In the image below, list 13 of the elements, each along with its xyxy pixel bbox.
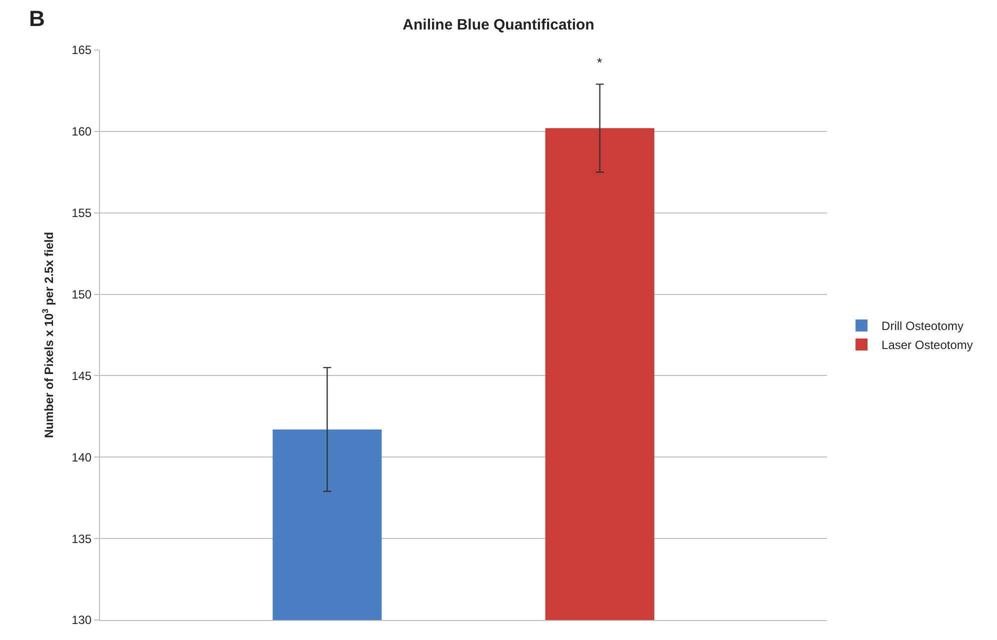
y-tick-label: 150 [72, 287, 92, 302]
y-tick-label: 160 [72, 124, 92, 139]
y-tick-label: 140 [72, 450, 92, 464]
text: B [29, 6, 45, 31]
legend-label: Drill Osteotomy [882, 319, 964, 334]
legend-label: Laser Osteotomy [882, 338, 973, 352]
annotation: * [597, 55, 602, 70]
y-tick-label: 145 [72, 368, 92, 383]
y-tick-label: 165 [72, 43, 92, 58]
y-tick-label: 155 [72, 206, 92, 220]
chart-title: Aniline Blue Quantification [402, 16, 594, 34]
y-tick-label: 130 [72, 613, 92, 628]
y-tick-label: 135 [72, 532, 92, 546]
